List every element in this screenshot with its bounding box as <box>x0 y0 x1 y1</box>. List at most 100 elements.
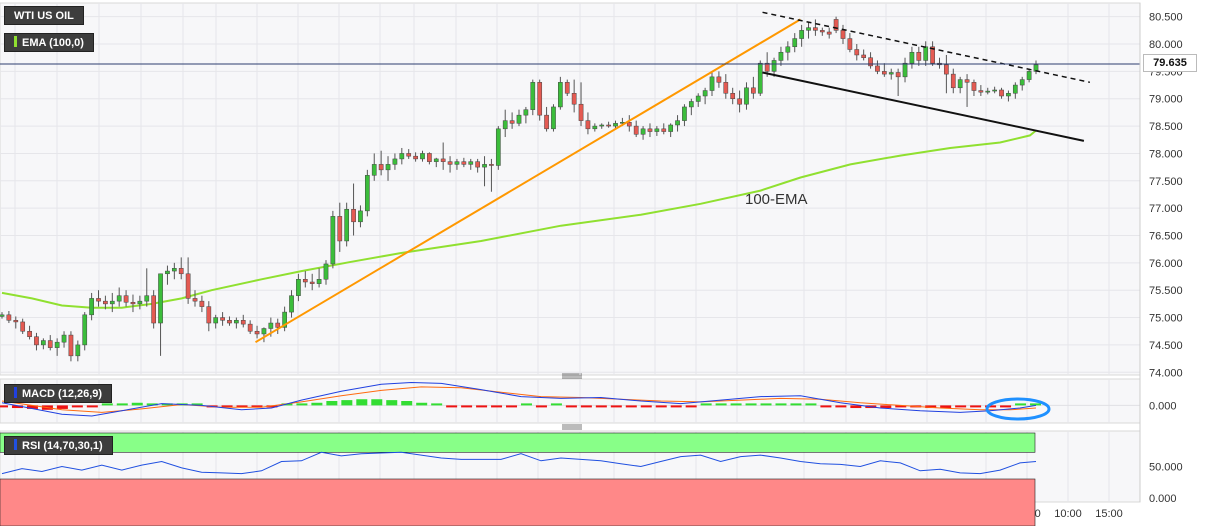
candle-body <box>344 208 350 242</box>
macd-histogram-bar <box>476 405 488 408</box>
macd-histogram-bar <box>1000 405 1012 408</box>
candle-body <box>606 124 611 127</box>
candle-body <box>364 175 370 212</box>
candle-body <box>771 60 777 72</box>
candle-body <box>337 216 343 242</box>
macd-histogram-bar <box>565 405 577 408</box>
candle-body <box>296 279 301 296</box>
ema-swatch-icon <box>14 36 17 47</box>
candle-body <box>647 128 653 132</box>
macd-histogram-bar <box>880 405 892 409</box>
ema-annotation-label: 100-EMA <box>745 191 808 208</box>
rsi-y-tick-label: 50.000 <box>1149 462 1183 474</box>
macd-label-text: MACD (12,26,9) <box>22 388 103 400</box>
macd-histogram-bar <box>655 405 667 408</box>
candle-body <box>316 279 322 284</box>
candle-body <box>861 54 867 58</box>
candle-body <box>909 51 915 64</box>
candle-body <box>206 306 212 324</box>
candle-body <box>61 334 67 343</box>
macd-label[interactable]: MACD (12,26,9) <box>4 384 113 403</box>
macd-histogram-bar <box>131 402 143 406</box>
candle-body <box>806 27 811 31</box>
candle-body <box>13 320 19 323</box>
candle-body <box>137 300 143 305</box>
candle-body <box>103 300 108 305</box>
candle-body <box>881 71 887 75</box>
rsi-y-tick-label: 0.000 <box>1149 493 1177 505</box>
macd-histogram-bar <box>26 405 38 409</box>
candle-body <box>309 281 315 284</box>
macd-histogram-bar <box>595 405 607 408</box>
macd-histogram-bar <box>56 405 68 409</box>
candle-body <box>792 38 798 48</box>
candle-body <box>916 51 922 61</box>
macd-histogram-bar <box>625 405 637 408</box>
candle-body <box>944 64 949 75</box>
candle-body <box>489 164 494 166</box>
macd-histogram-bar <box>71 405 83 408</box>
candle-body <box>964 79 970 83</box>
macd-histogram-bar <box>1030 403 1042 406</box>
candle-body <box>371 164 377 176</box>
macd-histogram-bar <box>491 405 503 408</box>
candle-body <box>668 124 674 132</box>
candle-body <box>427 153 432 162</box>
candle-body <box>454 161 460 165</box>
macd-histogram-bar <box>760 403 772 406</box>
macd-crossover-highlight <box>985 397 1051 421</box>
candle-body <box>144 295 150 302</box>
macd-histogram-bar <box>236 405 248 408</box>
candle-body <box>626 122 632 127</box>
candle-body <box>261 328 267 335</box>
candle-body <box>75 344 81 357</box>
candle-body <box>275 322 281 328</box>
candle-body <box>558 82 563 108</box>
y-tick-label: 77.500 <box>1149 176 1183 188</box>
candle-body <box>199 300 205 307</box>
candle-body <box>737 98 742 105</box>
macd-histogram-bar <box>341 400 353 406</box>
candle-body <box>530 82 536 110</box>
candle-body <box>109 300 115 305</box>
candle-body <box>165 270 170 275</box>
candle-body <box>96 298 101 302</box>
macd-histogram-bar <box>326 401 338 406</box>
candle-body <box>461 161 467 165</box>
candle-body <box>220 317 225 321</box>
candle-body <box>413 155 418 160</box>
rsi-label[interactable]: RSI (14,70,30,1) <box>4 436 113 455</box>
candle-body <box>289 295 294 313</box>
macd-swatch-icon <box>14 387 17 398</box>
macd-histogram-bar <box>955 405 967 408</box>
candle-body <box>971 82 977 91</box>
y-tick-label: 77.000 <box>1149 203 1183 215</box>
macd-histogram-bar <box>580 405 592 408</box>
rsi-swatch-icon <box>14 439 17 450</box>
candle-body <box>675 120 680 126</box>
macd-histogram-bar <box>685 405 697 408</box>
instrument-label[interactable]: WTI US OIL <box>4 6 84 25</box>
resistance-trendline <box>762 11 1091 84</box>
candle-body <box>54 341 60 348</box>
candle-body <box>330 216 336 265</box>
y-tick-label: 74.000 <box>1149 367 1183 379</box>
candle-body <box>130 301 136 305</box>
candle-body <box>82 314 88 346</box>
candle-body <box>833 19 839 31</box>
candle-body <box>447 161 453 165</box>
uptrend-line <box>255 18 801 344</box>
macd-histogram-bar <box>850 405 862 409</box>
candle-body <box>89 298 94 316</box>
candle-body <box>178 268 184 275</box>
macd-y-tick-label: 0.000 <box>1149 400 1177 412</box>
candle-body <box>406 153 412 157</box>
candle-body <box>682 106 687 121</box>
macd-histogram-bar <box>1015 403 1027 406</box>
candle-body <box>468 161 474 165</box>
y-tick-label: 76.000 <box>1149 258 1183 270</box>
candle-body <box>551 106 556 130</box>
ema-indicator-label[interactable]: EMA (100,0) <box>4 33 94 52</box>
y-tick-label: 80.500 <box>1149 12 1183 24</box>
candle-body <box>854 49 860 56</box>
